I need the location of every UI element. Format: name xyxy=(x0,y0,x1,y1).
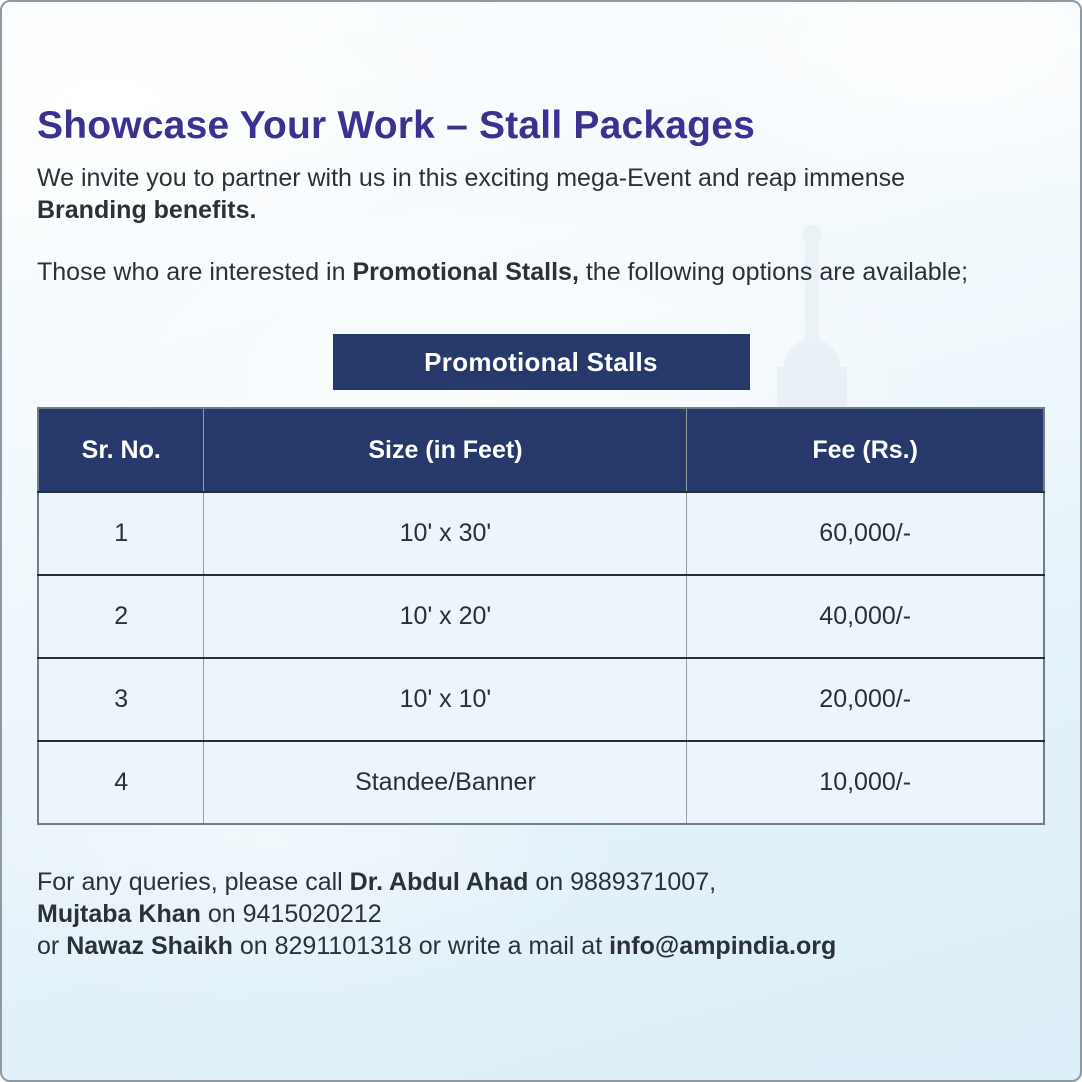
contact1-mid: on xyxy=(528,868,571,896)
header-fee: Fee (Rs.) xyxy=(686,408,1044,493)
contact2-name: Mujtaba Khan xyxy=(37,900,201,928)
table-row: 1 10' x 30' 60,000/- xyxy=(38,492,1044,576)
table-row: 2 10' x 20' 40,000/- xyxy=(38,575,1044,659)
contact2-phone: 9415020212 xyxy=(242,900,382,928)
cell-fee: 10,000/- xyxy=(686,741,1044,824)
table-row: 4 Standee/Banner 10,000/- xyxy=(38,741,1044,824)
cell-fee: 40,000/- xyxy=(686,575,1044,659)
cell-size: 10' x 10' xyxy=(203,658,688,742)
cell-size: Standee/Banner xyxy=(203,741,688,824)
options-bold: Promotional Stalls, xyxy=(352,258,579,286)
stall-packages-table: Sr. No. Size (in Feet) Fee (Rs.) 1 10' x… xyxy=(37,407,1045,825)
contact1-name: Dr. Abdul Ahad xyxy=(349,868,529,896)
contact2-mid: on xyxy=(200,900,243,928)
cell-size: 10' x 30' xyxy=(203,492,688,576)
table-row: 3 10' x 10' 20,000/- xyxy=(38,658,1044,742)
contact-footer: For any queries, please call Dr. Abdul A… xyxy=(37,866,1045,962)
contact3-phone: 8291101318 xyxy=(274,932,412,960)
promotional-stalls-banner: Promotional Stalls xyxy=(332,334,750,390)
header-size: Size (in Feet) xyxy=(203,408,688,493)
contact3-suffix: or write a mail at xyxy=(411,932,610,960)
cell-sr-no: 1 xyxy=(38,492,205,576)
contact-email: info@ampindia.org xyxy=(609,932,837,960)
table-header-row: Sr. No. Size (in Feet) Fee (Rs.) xyxy=(38,408,1044,493)
contact-line-1: For any queries, please call Dr. Abdul A… xyxy=(37,866,1045,898)
flyer-content: Showcase Your Work – Stall Packages We i… xyxy=(2,2,1080,962)
banner-label: Promotional Stalls xyxy=(424,346,658,377)
cell-sr-no: 2 xyxy=(38,575,205,659)
contact-line-3: or Nawaz Shaikh on 8291101318 or write a… xyxy=(37,930,1045,962)
intro-line1: We invite you to partner with us in this… xyxy=(37,164,906,192)
options-prefix: Those who are interested in xyxy=(37,258,353,286)
contact-line-2: Mujtaba Khan on 9415020212 xyxy=(37,898,1045,930)
options-paragraph: Those who are interested in Promotional … xyxy=(37,256,1045,288)
options-suffix: the following options are available; xyxy=(578,258,969,286)
cell-fee: 60,000/- xyxy=(686,492,1044,576)
intro-paragraph: We invite you to partner with us in this… xyxy=(37,162,1045,226)
intro-line2-bold: Branding benefits. xyxy=(37,196,257,224)
contact3-mid: on xyxy=(232,932,275,960)
contact3-name: Nawaz Shaikh xyxy=(66,932,233,960)
page-title: Showcase Your Work – Stall Packages xyxy=(37,104,755,147)
contact1-phone: 9889371007, xyxy=(570,868,717,896)
cell-sr-no: 4 xyxy=(38,741,205,824)
cell-fee: 20,000/- xyxy=(686,658,1044,742)
contact1-prefix: For any queries, please call xyxy=(37,868,350,896)
contact3-prefix: or xyxy=(37,932,67,960)
cell-sr-no: 3 xyxy=(38,658,205,742)
cell-size: 10' x 20' xyxy=(203,575,688,659)
header-sr-no: Sr. No. xyxy=(38,408,205,493)
